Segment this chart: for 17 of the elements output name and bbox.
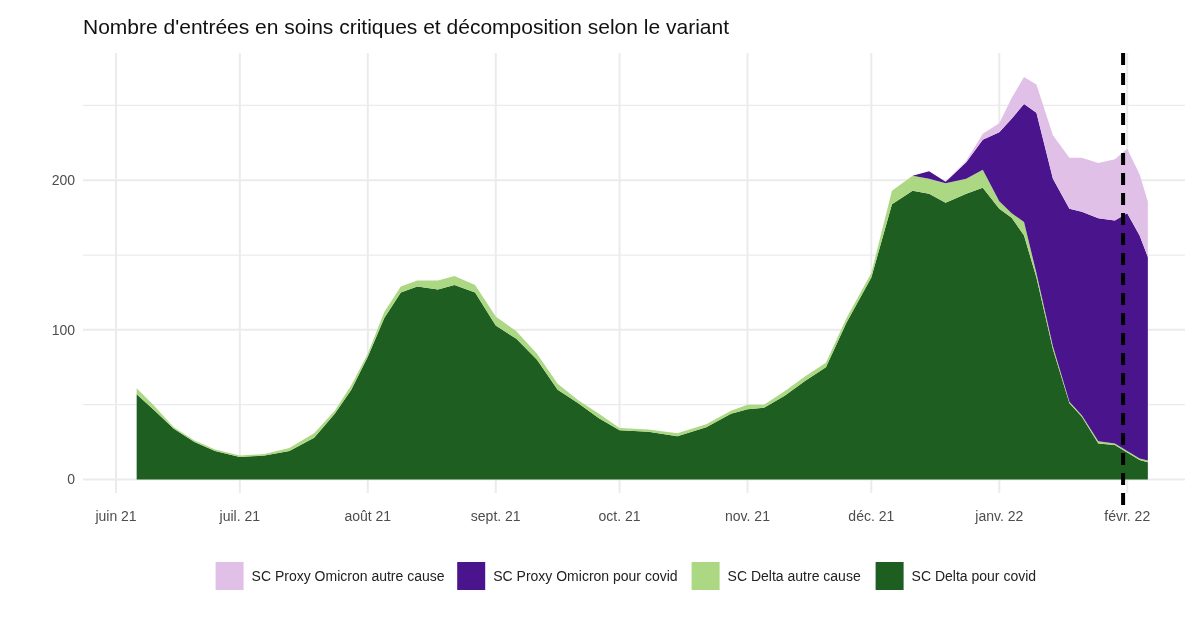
- x-tick-label: oct. 21: [598, 508, 641, 524]
- x-tick-label: juil. 21: [218, 508, 261, 524]
- y-tick-label: 200: [51, 172, 76, 189]
- chart-title: Nombre d'entrées en soins critiques et décomposition selon le variant: [83, 15, 730, 38]
- x-tick-label: août 21: [344, 508, 392, 524]
- x-tick-label: sept. 21: [470, 508, 521, 524]
- legend-label: SC Delta autre cause: [727, 567, 861, 584]
- x-tick-label: févr. 22: [1104, 508, 1151, 524]
- x-tick-label: juin 21: [94, 508, 137, 524]
- x-tick-label: janv. 22: [974, 508, 1024, 524]
- legend-label: SC Proxy Omicron autre cause: [251, 567, 445, 584]
- y-tick-label: 100: [51, 321, 76, 338]
- x-tick-label: nov. 21: [725, 508, 771, 524]
- y-tick-label: 0: [67, 471, 76, 488]
- x-tick-label: déc. 21: [848, 508, 895, 524]
- legend-label: SC Proxy Omicron pour covid: [493, 567, 678, 584]
- legend-label: SC Delta pour covid: [911, 567, 1037, 584]
